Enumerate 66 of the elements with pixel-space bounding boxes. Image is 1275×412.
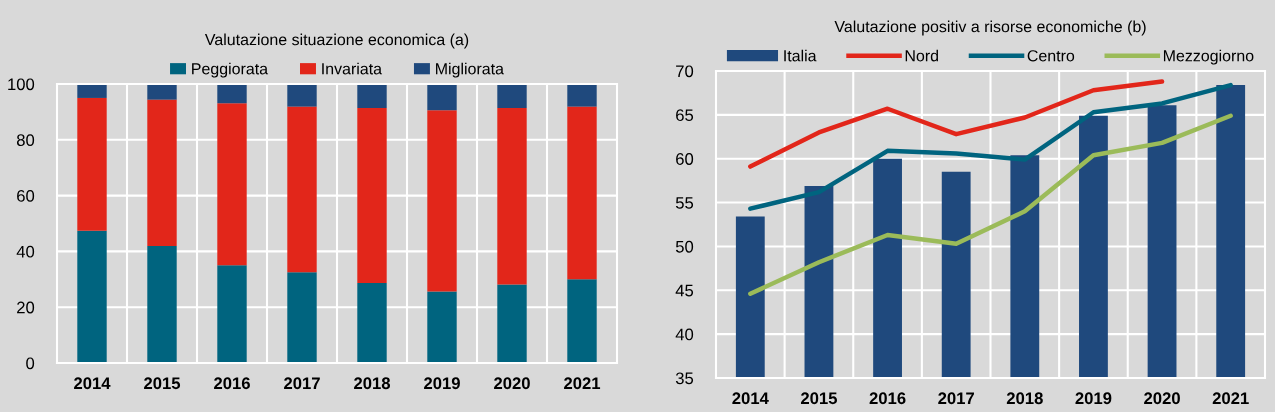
x-tick-label: 2021 xyxy=(1212,392,1249,405)
bar xyxy=(77,230,107,363)
bar xyxy=(217,265,247,363)
bar xyxy=(427,110,457,292)
y-tick-label: 40 xyxy=(675,328,694,341)
bar xyxy=(497,107,527,285)
x-tick-label: 2014 xyxy=(732,392,769,405)
bar xyxy=(147,84,177,100)
line-series xyxy=(748,113,1233,297)
legend-label: Migliorata xyxy=(436,62,504,78)
bar xyxy=(217,103,247,266)
x-tick-label: 2015 xyxy=(800,392,838,405)
chart-title: Valutazione situazione economica (a) xyxy=(204,33,469,49)
bar xyxy=(147,99,177,247)
legend-label: Mezzogiorno xyxy=(1163,49,1254,65)
x-tick-label: 2019 xyxy=(1075,392,1112,405)
y-tick-label: 70 xyxy=(676,65,694,78)
bar xyxy=(77,84,107,98)
bar xyxy=(287,272,317,363)
bar xyxy=(497,84,527,108)
bar xyxy=(287,106,317,273)
chart-title: Valutazione positiv a risorse economiche (b) xyxy=(834,20,1146,36)
x-tick-label: 2019 xyxy=(424,377,460,390)
bar xyxy=(567,279,597,363)
x-tick-label: 2021 xyxy=(564,377,601,390)
x-tick-label: 2018 xyxy=(1006,392,1043,405)
y-tick-label: 60 xyxy=(676,153,694,165)
y-tick-label: 100 xyxy=(8,78,35,91)
bar xyxy=(567,84,597,107)
x-tick-label: 2018 xyxy=(354,377,391,390)
bar xyxy=(497,284,527,363)
y-tick-label: 80 xyxy=(16,134,35,146)
bar xyxy=(427,84,457,111)
y-tick-label: 55 xyxy=(675,197,694,209)
x-tick-label: 2020 xyxy=(494,377,530,390)
bar xyxy=(77,97,107,231)
bar xyxy=(217,84,247,104)
y-tick-label: 45 xyxy=(675,284,694,297)
x-tick-label: 2016 xyxy=(869,392,906,405)
bar xyxy=(287,84,317,107)
y-tick-label: 40 xyxy=(16,245,35,258)
line-series xyxy=(748,79,1165,169)
bar xyxy=(357,282,387,363)
y-tick-label: 35 xyxy=(675,372,694,385)
legend-label: Invariata xyxy=(322,62,383,75)
y-tick-label: 50 xyxy=(675,240,694,253)
y-tick-label: 20 xyxy=(17,301,35,314)
y-tick-label: 0 xyxy=(26,357,35,370)
y-tick-label: 65 xyxy=(676,109,694,122)
bar xyxy=(427,291,457,363)
x-tick-label: 2017 xyxy=(938,392,974,405)
line-series xyxy=(748,82,1233,211)
x-tick-label: 2017 xyxy=(284,377,320,390)
x-tick-label: 2015 xyxy=(144,377,181,390)
x-tick-label: 2016 xyxy=(214,377,250,390)
bar xyxy=(357,107,387,283)
bar xyxy=(357,84,387,108)
legend-label: Centro xyxy=(1027,50,1075,62)
x-tick-label: 2014 xyxy=(74,377,111,390)
legend-label: Nord xyxy=(905,49,938,62)
x-tick-label: 2020 xyxy=(1144,392,1180,405)
y-tick-label: 60 xyxy=(17,190,35,202)
legend-label: Peggiorata xyxy=(192,62,269,78)
legend-label: Italia xyxy=(784,49,817,62)
bar xyxy=(147,246,177,363)
bar xyxy=(567,106,597,280)
